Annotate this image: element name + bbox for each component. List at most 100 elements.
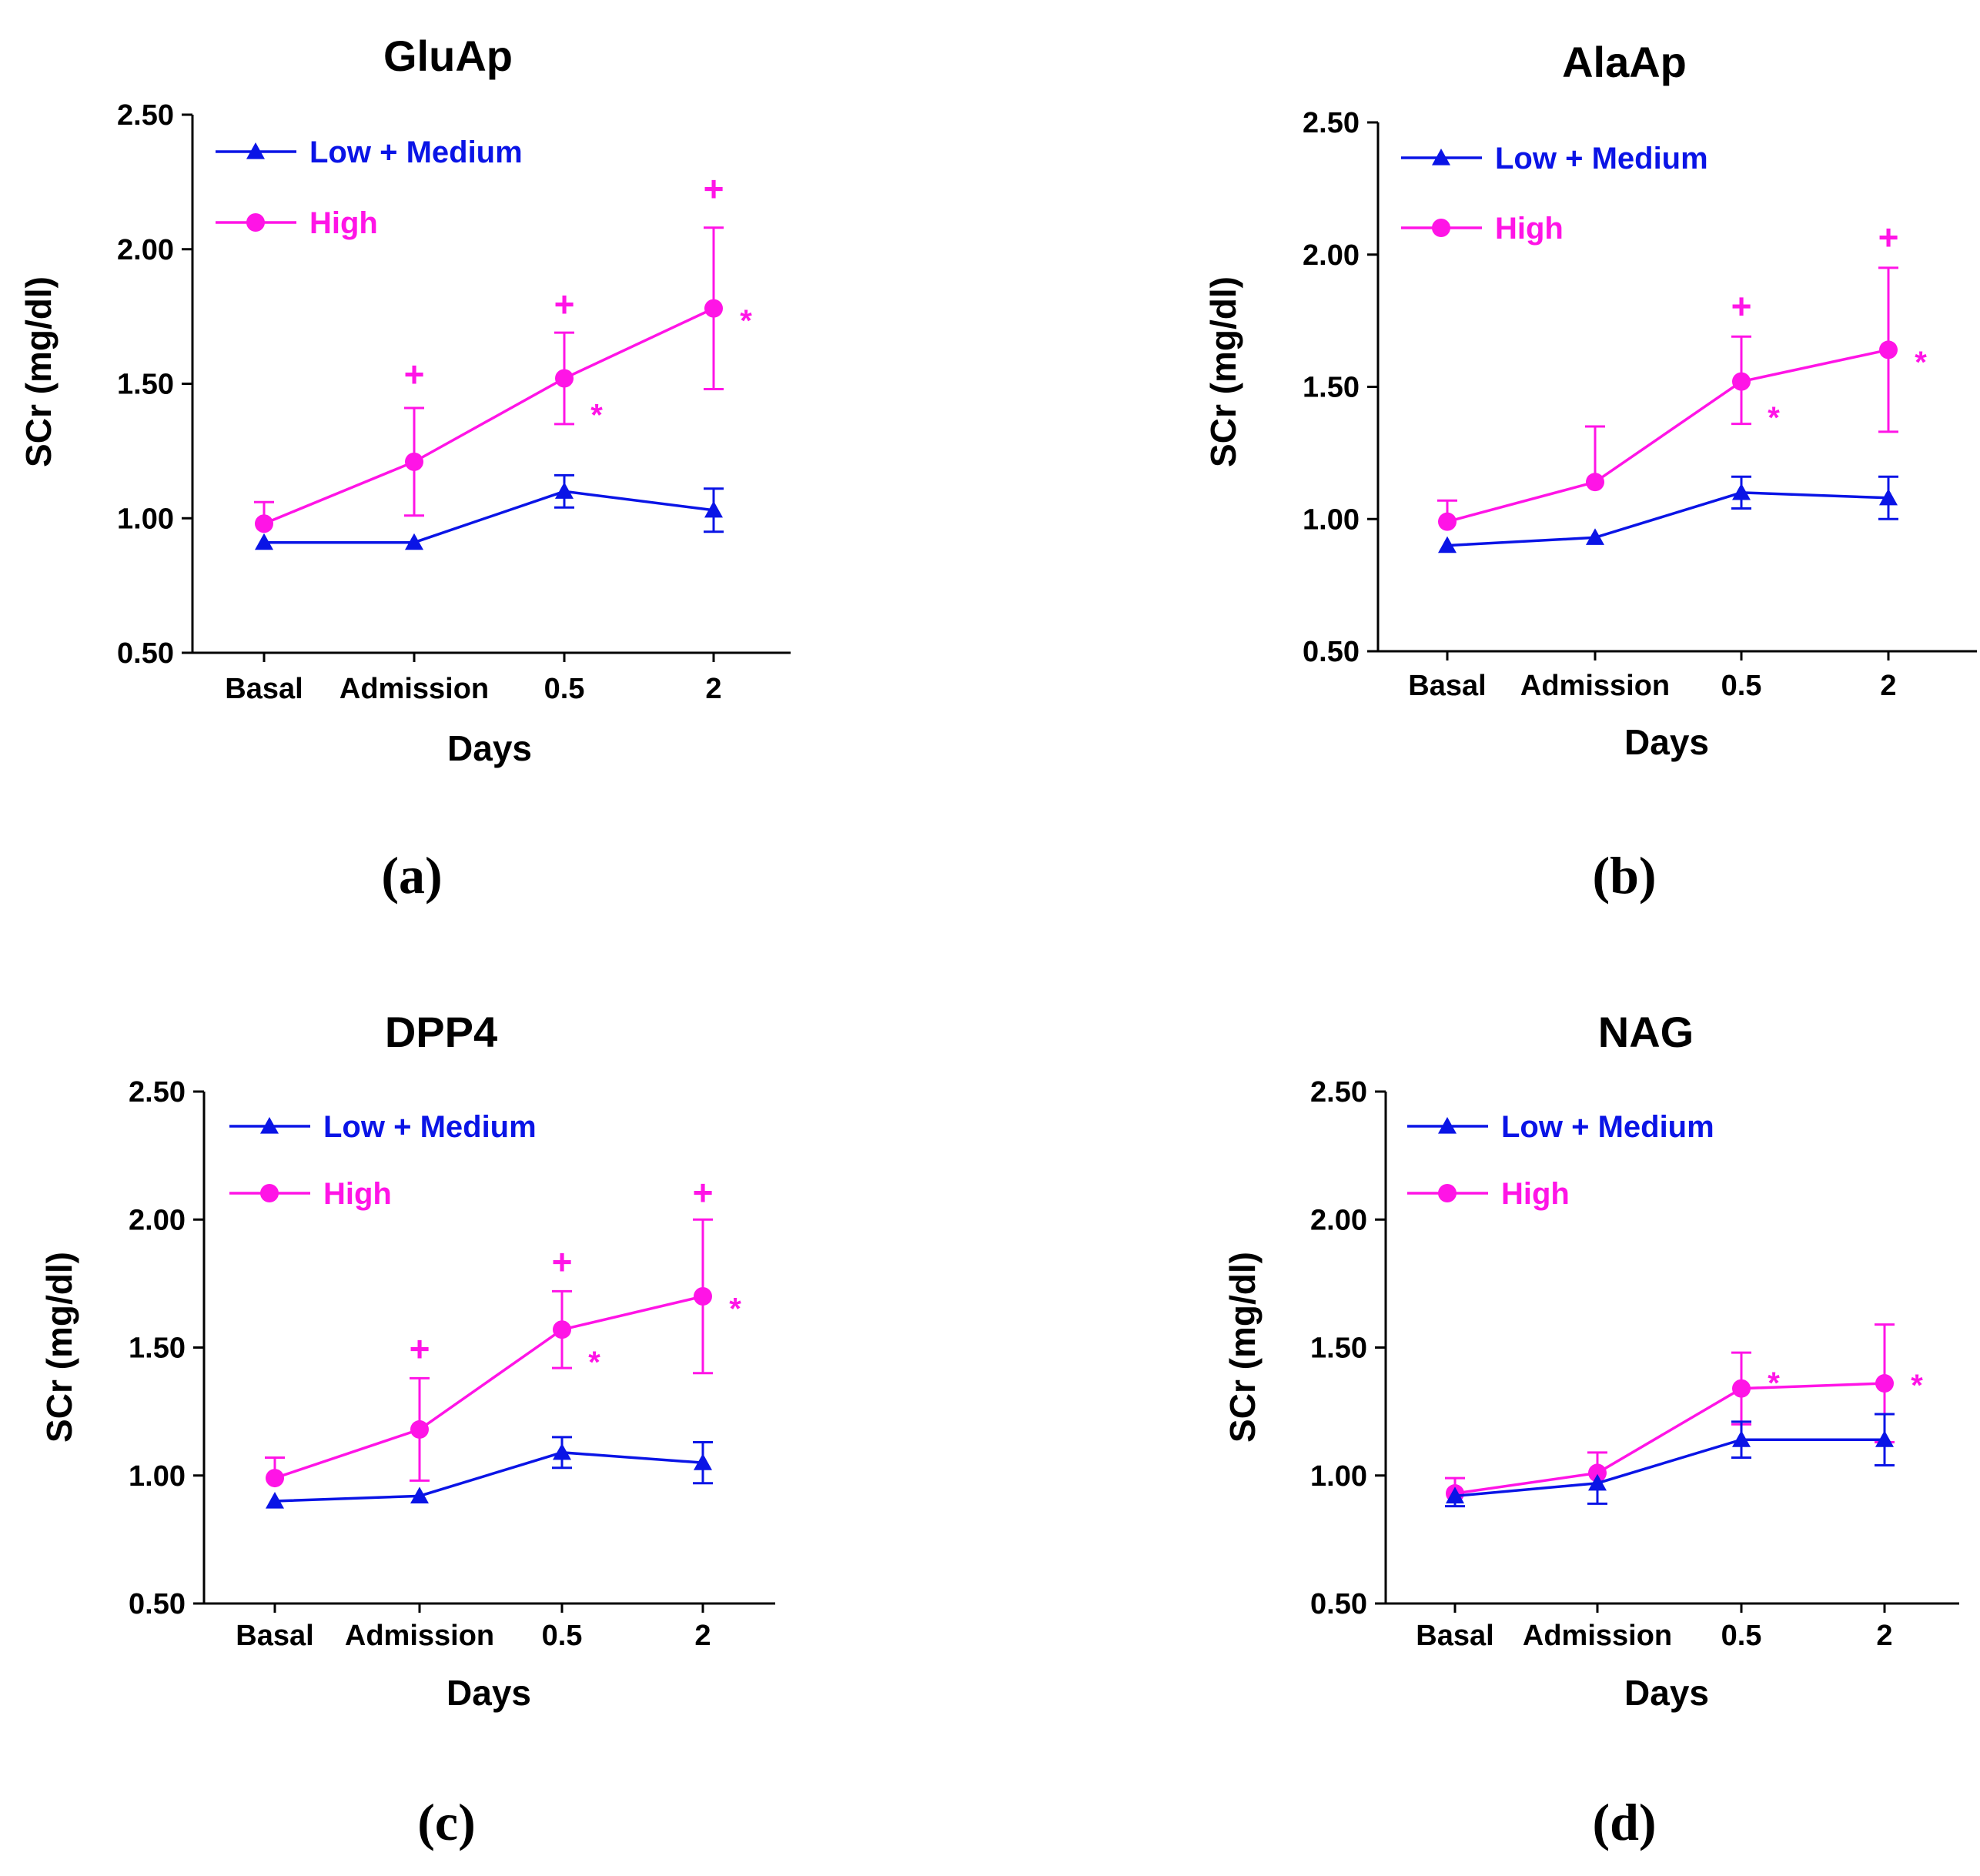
- series-high: [1445, 1323, 1895, 1503]
- legend-label: Low + Medium: [1501, 1110, 1714, 1144]
- y-tick-label: 0.50: [117, 637, 174, 670]
- chart-panel-a: GluAp 0.50 1.00 1.50 2.00 2.50 Basal Admission 0…: [18, 32, 791, 905]
- significance-plus: +: [552, 1242, 573, 1282]
- x-tick-label: Basal: [236, 1620, 313, 1652]
- data-point-high: [1588, 1463, 1607, 1483]
- significance-star: *: [1911, 1369, 1923, 1403]
- data-point-low-medium: [553, 1443, 571, 1460]
- y-axis-label: SCr (mg/dl): [18, 276, 59, 467]
- y-tick-label: 2.50: [1310, 1076, 1367, 1109]
- data-point-low-medium: [405, 533, 423, 550]
- data-point-high: [1586, 473, 1604, 492]
- y-axis-label: SCr (mg/dl): [1203, 276, 1243, 467]
- series-line-high: [263, 307, 714, 525]
- y-tick-label: 2.00: [1303, 239, 1360, 272]
- series-low-medium: [1445, 1413, 1895, 1508]
- y-tick-label: 2.00: [129, 1204, 186, 1236]
- legend: Low + Medium High: [1407, 1110, 1714, 1211]
- y-tick-label: 1.50: [1303, 372, 1360, 404]
- chart-panel-c: DPP4 0.50 1.00 1.50 2.00 2.50 Basal Admission 0.…: [39, 1008, 775, 1851]
- panel-label: (d): [1592, 1793, 1656, 1851]
- x-axis-label: Days: [447, 1673, 531, 1713]
- series-high: [1437, 266, 1898, 531]
- significance-star: *: [729, 1292, 741, 1326]
- legend-marker-circle: [1432, 219, 1450, 237]
- y-tick-label: 0.50: [129, 1588, 186, 1620]
- data-point-low-medium: [1588, 1473, 1607, 1491]
- legend: Low + Medium High: [1401, 142, 1708, 246]
- x-tick-label: 0.5: [544, 673, 585, 705]
- legend-entry-high: High: [1401, 212, 1564, 246]
- data-point-high: [1875, 1374, 1894, 1393]
- panel-label: (c): [417, 1793, 475, 1851]
- chart-title: NAG: [1598, 1008, 1694, 1056]
- y-tick-label: 2.00: [1310, 1204, 1367, 1236]
- significance-star: *: [588, 1346, 600, 1379]
- x-tick-label: 2: [705, 673, 721, 705]
- y-tick-label: 0.50: [1303, 636, 1360, 668]
- data-point-high: [410, 1420, 429, 1439]
- x-tick-label: Basal: [1416, 1620, 1493, 1652]
- significance-plus: +: [1878, 217, 1899, 257]
- y-tick-label: 2.50: [1303, 107, 1360, 139]
- legend: Low + Medium High: [216, 135, 523, 240]
- y-axis-label: SCr (mg/dl): [1222, 1252, 1263, 1443]
- chart-title: AlaAp: [1562, 38, 1687, 86]
- data-point-low-medium: [555, 482, 574, 499]
- x-axis-label: Days: [447, 728, 532, 768]
- data-point-low-medium: [266, 1492, 284, 1509]
- legend-marker-circle: [246, 213, 265, 232]
- chart-panel-d: NAG 0.50 1.00 1.50 2.00 2.50 Basal Admission 0.5…: [1222, 1008, 1959, 1851]
- significance-plus: +: [410, 1329, 430, 1369]
- series-low-medium: [266, 1436, 713, 1509]
- data-point-low-medium: [704, 500, 723, 518]
- panel-label: (b): [1592, 846, 1656, 905]
- data-point-high: [694, 1287, 712, 1306]
- y-tick-label: 1.50: [1310, 1333, 1367, 1365]
- series-line-high: [1447, 348, 1889, 523]
- legend-marker-triangle: [1438, 1117, 1457, 1134]
- x-tick-label: Admission: [339, 673, 489, 705]
- legend-label: Low + Medium: [1495, 142, 1708, 176]
- y-tick-label: 1.50: [117, 369, 174, 401]
- y-tick-label: 0.50: [1310, 1588, 1367, 1620]
- series-line-low-medium: [274, 1451, 704, 1503]
- x-tick-label: 0.5: [542, 1620, 583, 1652]
- chart-title: GluAp: [383, 32, 513, 80]
- series-high: [265, 1218, 713, 1488]
- legend-marker-triangle: [246, 142, 265, 159]
- data-point-high: [405, 452, 423, 471]
- legend: Low + Medium High: [229, 1110, 537, 1211]
- legend-entry-low-medium: Low + Medium: [216, 135, 523, 169]
- y-axis-label: SCr (mg/dl): [39, 1252, 79, 1443]
- legend-entry-low-medium: Low + Medium: [229, 1110, 537, 1144]
- legend-label: High: [1495, 212, 1564, 246]
- x-tick-label: Admission: [1520, 670, 1670, 702]
- data-point-low-medium: [255, 533, 273, 550]
- x-tick-label: 2: [1880, 670, 1896, 702]
- data-point-high: [255, 514, 273, 533]
- data-point-high: [1879, 340, 1898, 359]
- legend-entry-high: High: [216, 206, 378, 240]
- x-axis-label: Days: [1624, 722, 1709, 762]
- x-tick-label: Basal: [225, 673, 303, 705]
- x-tick-label: 0.5: [1721, 1620, 1762, 1652]
- data-point-low-medium: [1732, 483, 1751, 500]
- x-tick-label: Basal: [1408, 670, 1486, 702]
- significance-plus: +: [704, 169, 724, 209]
- legend-entry-low-medium: Low + Medium: [1401, 142, 1708, 176]
- chart-title: DPP4: [385, 1008, 497, 1056]
- data-point-high: [266, 1469, 284, 1488]
- data-point-low-medium: [1732, 1430, 1751, 1447]
- data-point-low-medium: [410, 1486, 429, 1503]
- x-tick-label: 0.5: [1721, 670, 1762, 702]
- x-tick-label: 2: [1876, 1620, 1892, 1652]
- panel-label: (a): [381, 846, 442, 905]
- legend-label: High: [323, 1177, 392, 1211]
- y-tick-label: 1.50: [129, 1333, 186, 1365]
- series-low-medium: [255, 473, 724, 550]
- significance-plus: +: [404, 354, 425, 394]
- series-high: [254, 226, 724, 533]
- legend-label: High: [1501, 1177, 1570, 1211]
- series-line-low-medium: [1447, 491, 1889, 547]
